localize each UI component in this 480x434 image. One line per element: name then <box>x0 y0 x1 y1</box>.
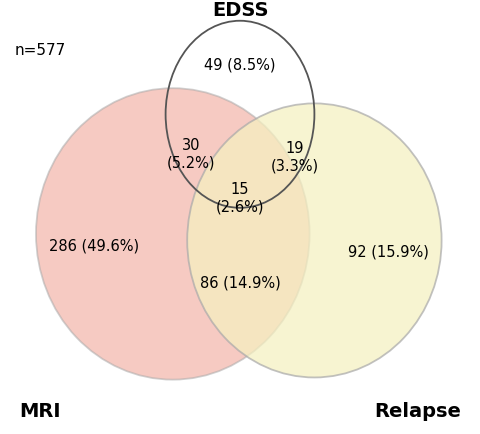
Text: 49 (8.5%): 49 (8.5%) <box>204 58 276 72</box>
Text: 92 (15.9%): 92 (15.9%) <box>348 244 429 259</box>
Text: 86 (14.9%): 86 (14.9%) <box>200 275 280 289</box>
Text: MRI: MRI <box>19 401 60 420</box>
Text: EDSS: EDSS <box>212 1 268 20</box>
Ellipse shape <box>187 104 442 378</box>
Ellipse shape <box>36 89 310 380</box>
Text: Relapse: Relapse <box>374 401 461 420</box>
Text: 30
(5.2%): 30 (5.2%) <box>167 138 216 170</box>
Text: 15
(2.6%): 15 (2.6%) <box>216 181 264 214</box>
Text: 286 (49.6%): 286 (49.6%) <box>48 238 139 253</box>
Text: n=577: n=577 <box>14 43 66 57</box>
Text: 19
(3.3%): 19 (3.3%) <box>271 141 319 173</box>
